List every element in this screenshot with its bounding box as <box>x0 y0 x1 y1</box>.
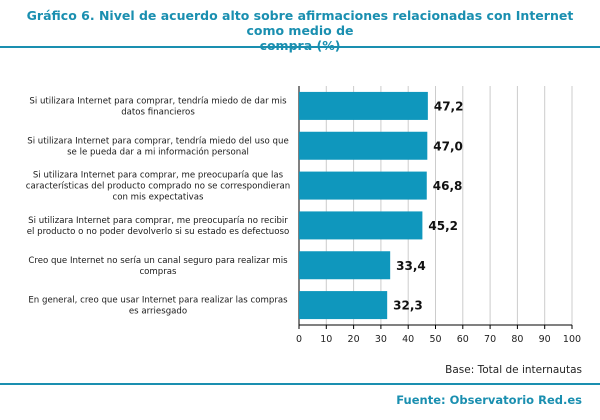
x-tick-label: 100 <box>563 334 581 345</box>
source-note: Fuente: Observatorio Red.es <box>396 393 582 407</box>
bar-value-label: 32,3 <box>393 299 423 313</box>
category-label-line: es arriesgado <box>129 307 187 317</box>
x-tick-label: 0 <box>296 334 302 345</box>
category-label-line: Creo que Internet no sería un canal segu… <box>28 256 288 266</box>
x-tick-label: 80 <box>511 334 523 345</box>
category-label-line: En general, creo que usar Internet para … <box>28 296 288 306</box>
category-label-line: con mis expectativas <box>112 193 204 203</box>
bar-value-label: 46,8 <box>433 179 463 193</box>
bar <box>299 91 428 120</box>
x-tick-label: 30 <box>375 334 387 345</box>
category-label-line: se le pueda dar a mi información persona… <box>67 146 249 157</box>
bar <box>299 171 427 200</box>
category-label: En general, creo que usar Internet para … <box>28 296 288 317</box>
bar-value-label: 47,2 <box>434 99 464 113</box>
category-label: Si utilizara Internet para comprar, tend… <box>27 136 289 157</box>
bar-value-label: 33,4 <box>396 259 426 273</box>
category-label: Si utilizara Internet para comprar, tend… <box>29 96 287 117</box>
bar <box>299 131 428 160</box>
x-tick-label: 90 <box>539 334 551 345</box>
category-label: Creo que Internet no sería un canal segu… <box>28 256 288 277</box>
category-label: Si utilizara Internet para comprar, me p… <box>26 171 290 203</box>
chart-title: Gráfico 6. Nivel de acuerdo alto sobre a… <box>20 8 580 53</box>
category-label-line: Si utilizara Internet para comprar, tend… <box>27 136 289 146</box>
bottom-divider <box>0 383 600 385</box>
category-label-line: Si utilizara Internet para comprar, me p… <box>33 171 284 181</box>
base-note: Base: Total de internautas <box>445 364 582 376</box>
x-tick-label: 20 <box>348 334 360 345</box>
category-label-line: Si utilizara Internet para comprar, tend… <box>29 96 287 106</box>
top-divider <box>0 46 600 48</box>
x-tick-label: 70 <box>484 334 496 345</box>
x-tick-label: 40 <box>402 334 414 345</box>
chart-title-line-1: Gráfico 6. Nivel de acuerdo alto sobre a… <box>26 8 574 38</box>
category-label-line: Si utilizara Internet para comprar, me p… <box>28 216 288 226</box>
category-label-line: características del producto comprado no… <box>26 182 290 192</box>
x-tick-label: 50 <box>429 334 441 345</box>
category-label-line: datos financieros <box>121 107 195 117</box>
bar-value-label: 47,0 <box>433 139 463 153</box>
bar-value-label: 45,2 <box>428 219 458 233</box>
bar <box>299 291 388 320</box>
bar <box>299 251 391 280</box>
bar-chart: 0 10 20 30 40 50 60 70 80 90 100 47,2 Si utilizara I… <box>26 86 581 345</box>
x-tick-label: 60 <box>457 334 469 345</box>
x-tick-label: 10 <box>320 334 332 345</box>
category-label-line: el producto o no poder devolverlo si su … <box>27 227 290 237</box>
category-label-line: compras <box>139 267 177 277</box>
bar <box>299 211 423 240</box>
category-label: Si utilizara Internet para comprar, me p… <box>27 216 290 237</box>
chart-title-line-2: compra (%) <box>20 38 580 53</box>
